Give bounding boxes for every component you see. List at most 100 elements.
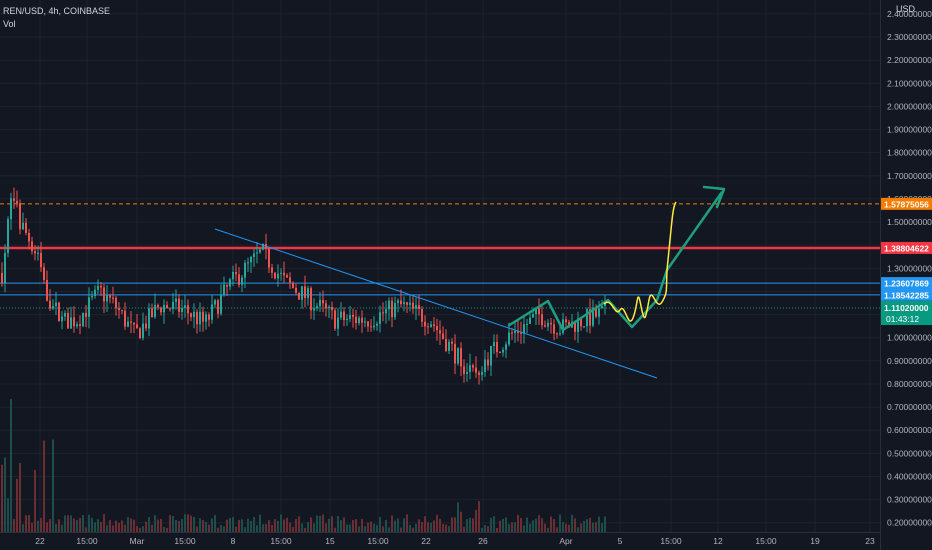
volume-bar [373,523,375,532]
volume-bar [79,518,81,532]
candle-body [184,305,186,308]
candle-body [82,312,84,326]
candle-body [148,308,150,329]
candle-body [52,306,54,309]
price-tick-label: 1.80000000 [887,148,932,158]
candle-body [418,305,420,310]
candle-body [283,272,285,276]
price-tag-bg [881,288,932,301]
candle-body [46,280,48,301]
volume-bar [7,498,9,532]
candle-body [352,314,354,317]
volume-bar [421,521,423,532]
candle-body [319,299,321,307]
volume-bar [256,525,258,532]
volume-bar [469,517,471,532]
time-tick-label: 15:00 [76,536,98,546]
candle-body [481,371,483,375]
volume-bar [232,517,234,532]
candle-body [475,367,477,373]
candle-body [292,282,294,288]
candle-body [139,328,141,339]
candle-body [151,308,153,318]
candle-body [217,300,219,314]
volume-bar [505,517,507,532]
price-tick-label: 1.90000000 [887,125,932,135]
volume-bar [34,469,36,532]
volume-bar [457,502,459,532]
volume-bar [85,527,87,532]
candle-body [370,326,372,328]
candle-body [556,333,558,335]
candle-body [334,310,336,329]
symbol-title[interactable]: REN/USD, 4h, COINBASE [3,6,111,16]
volume-bar [574,518,576,532]
price-tick-label: 2.20000000 [887,55,932,65]
candle-body [31,241,33,252]
candle-body [526,323,528,325]
currency-label[interactable]: USD [896,4,916,14]
volume-bar [478,501,480,532]
candle-body [37,252,39,254]
candle-body [403,302,405,305]
volume-bar [220,525,222,532]
volume-bar [286,517,288,532]
candle-body [259,249,261,253]
volume-bar [247,518,249,532]
volume-bar [235,526,237,532]
candle-body [145,323,147,329]
candle-body [577,318,579,332]
volume-bar [94,522,96,532]
candle-body [313,308,315,311]
time-tick-label: 23 [865,536,875,546]
volume-bar [121,520,123,532]
price-tick-label: 1.50000000 [887,217,932,227]
candle-body [127,321,129,327]
candle-body [361,317,363,323]
candle-body [103,287,105,302]
candle-body [436,326,438,331]
volume-bar [298,516,300,532]
candle-body [55,302,57,307]
candle-body [487,359,489,366]
time-scale[interactable]: 22 15:00 Mar 15:00 8 15:00 15 15:00 22 26 Apr 5 15:0… [35,536,875,546]
candle-body [13,198,15,201]
price-level-tag: 1.18542285 [881,288,932,301]
price-tag-bg [881,241,932,254]
volume-bar [562,522,564,532]
volume-bar [133,519,135,532]
time-tick-label: 15:00 [660,536,682,546]
price-tick-label: 1.30000000 [887,263,932,273]
candle-body [49,300,51,309]
candle-body [157,304,159,308]
volume-bar [25,515,27,532]
candle-body [202,311,204,322]
volume-bar [442,523,444,532]
candle-body [70,317,72,329]
candle-body [166,304,168,309]
volume-bar [406,514,408,532]
volume-bar [217,527,219,532]
volume-bar [391,515,393,532]
volume-bar [145,521,147,532]
candle-body [448,341,450,351]
volume-bar [382,526,384,532]
volume-bar [151,524,153,532]
volume-bar [82,515,84,532]
candle-body [64,313,66,317]
volume-bar [163,526,165,532]
volume-bar [583,520,585,532]
volume-bar [196,526,198,532]
candle-body [40,252,42,268]
volume-bar [28,515,30,532]
price-scale[interactable]: 2.40000000 2.30000000 2.20000000 2.10000000… [887,9,932,528]
time-tick-label: 22 [421,536,431,546]
volume-bar [37,520,39,532]
volume-bar [361,518,363,532]
volume-bar [415,523,417,532]
candle-body [235,271,237,275]
price-tick-label: 0.90000000 [887,356,932,366]
volume-indicator-label[interactable]: Vol [3,19,16,29]
volume-bar [274,519,276,532]
